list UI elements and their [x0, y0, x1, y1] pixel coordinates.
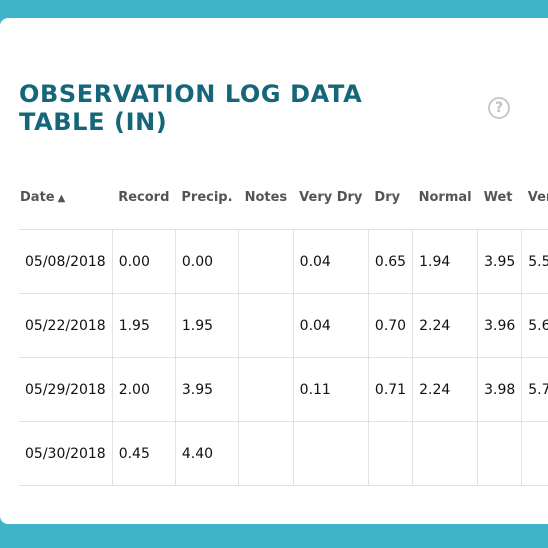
cell-dry [368, 421, 414, 486]
cell-dry: 0.70 [368, 293, 414, 358]
cell-date: 05/29/2018 [19, 357, 113, 422]
column-header-normal[interactable]: Normal [412, 165, 478, 230]
cell-record: 0.45 [112, 421, 176, 486]
cell-normal: 2.24 [412, 293, 479, 358]
column-header-notes[interactable]: Notes [238, 165, 294, 230]
cell-wet [477, 421, 523, 486]
cell-record: 2.00 [112, 357, 176, 422]
column-header-precip[interactable]: Precip. [175, 165, 239, 230]
cell-precip: 4.40 [175, 421, 240, 486]
table-row: 05/30/2018 0.45 4.40 [19, 421, 548, 486]
cell-wet: 3.96 [477, 293, 523, 358]
cell-date: 05/08/2018 [19, 229, 113, 294]
cell-very-wet: 5.63 [521, 293, 548, 358]
cell-date: 05/30/2018 [19, 421, 113, 486]
cell-dry: 0.65 [368, 229, 414, 294]
cell-very-dry: 0.04 [293, 229, 369, 294]
cell-very-wet: 5.70 [521, 357, 548, 422]
table-row: 05/22/2018 1.95 1.95 0.04 0.70 2.24 3.96… [19, 293, 548, 358]
table-header-row: Date ▲ Record Precip. Notes Very Dry Dry … [19, 165, 548, 230]
observation-table: Date ▲ Record Precip. Notes Very Dry Dry … [19, 165, 548, 486]
column-header-wet[interactable]: Wet [477, 165, 522, 230]
cell-wet: 3.98 [477, 357, 523, 422]
cell-notes [238, 421, 294, 486]
cell-notes [238, 357, 294, 422]
cell-very-dry [293, 421, 369, 486]
column-header-record[interactable]: Record [112, 165, 176, 230]
column-header-date[interactable]: Date ▲ [19, 165, 113, 230]
help-icon[interactable]: ? [488, 97, 510, 119]
cell-normal [412, 421, 479, 486]
page-title: OBSERVATION LOG DATA TABLE (IN) [19, 80, 363, 136]
cell-normal: 1.94 [412, 229, 479, 294]
cell-very-wet: 5.59 [521, 229, 548, 294]
cell-very-dry: 0.04 [293, 293, 369, 358]
cell-wet: 3.95 [477, 229, 523, 294]
cell-precip: 0.00 [175, 229, 240, 294]
observation-log-card: OBSERVATION LOG DATA TABLE (IN) ? Date ▲ … [0, 18, 548, 524]
cell-record: 1.95 [112, 293, 176, 358]
sort-ascending-icon: ▲ [57, 192, 66, 204]
column-header-very-wet[interactable]: Very Wet [521, 165, 548, 230]
cell-very-dry: 0.11 [293, 357, 369, 422]
column-header-very-dry[interactable]: Very Dry [293, 165, 369, 230]
cell-very-wet [521, 421, 548, 486]
cell-precip: 3.95 [175, 357, 240, 422]
cell-record: 0.00 [112, 229, 176, 294]
cell-normal: 2.24 [412, 357, 479, 422]
table-row: 05/08/2018 0.00 0.00 0.04 0.65 1.94 3.95… [19, 229, 548, 294]
cell-notes [238, 229, 294, 294]
cell-dry: 0.71 [368, 357, 414, 422]
cell-precip: 1.95 [175, 293, 240, 358]
cell-notes [238, 293, 294, 358]
column-header-dry[interactable]: Dry [368, 165, 413, 230]
table-row: 05/29/2018 2.00 3.95 0.11 0.71 2.24 3.98… [19, 357, 548, 422]
cell-date: 05/22/2018 [19, 293, 113, 358]
